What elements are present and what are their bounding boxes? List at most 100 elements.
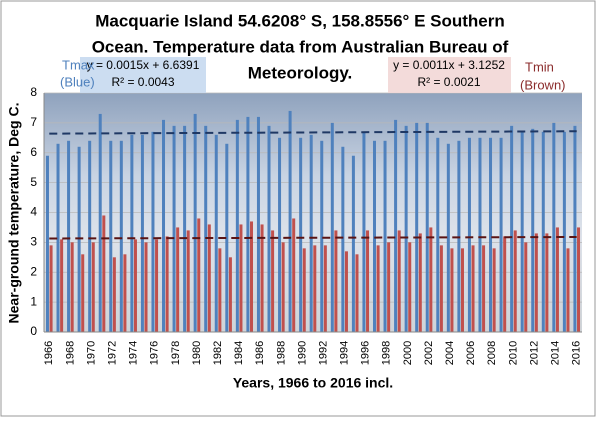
y-tick-label: 2 xyxy=(30,264,37,278)
bar xyxy=(446,143,450,332)
bar xyxy=(45,155,49,332)
x-tick-label: 1974 xyxy=(128,341,140,365)
bar xyxy=(144,242,148,332)
y-tick-label: 5 xyxy=(30,175,37,189)
x-tick-label: 2012 xyxy=(528,341,540,365)
bar xyxy=(460,248,464,332)
x-tick-label: 2000 xyxy=(402,341,414,365)
bar xyxy=(492,248,496,332)
equation-box xyxy=(388,57,511,93)
legend-color-label: (Blue) xyxy=(60,74,95,89)
bar xyxy=(520,131,524,332)
bar xyxy=(165,236,169,332)
bar xyxy=(288,110,292,332)
bar xyxy=(119,140,123,332)
bar xyxy=(418,233,422,332)
bar xyxy=(271,230,275,332)
y-tick-label: 7 xyxy=(30,115,37,129)
chart-title: Meteorology. xyxy=(248,63,353,82)
bar xyxy=(239,224,243,332)
bar xyxy=(415,122,419,332)
bar xyxy=(436,137,440,332)
bar xyxy=(309,134,313,332)
bar xyxy=(320,140,324,332)
bar xyxy=(183,125,187,332)
legend-color-label: (Brown) xyxy=(520,77,566,92)
bar xyxy=(214,134,218,332)
x-tick-label: 2016 xyxy=(571,341,583,365)
y-tick-label: 0 xyxy=(30,324,37,338)
bar xyxy=(88,140,92,332)
bar xyxy=(489,137,493,332)
bar xyxy=(250,221,254,332)
bar xyxy=(292,218,296,332)
bar xyxy=(362,131,366,332)
bar xyxy=(499,137,503,332)
bar xyxy=(281,242,285,332)
y-tick-label: 4 xyxy=(30,205,37,219)
bar xyxy=(70,242,74,332)
bar xyxy=(467,137,471,332)
bar xyxy=(218,248,222,332)
bar xyxy=(60,239,64,332)
y-tick-label: 3 xyxy=(30,235,37,249)
bar xyxy=(49,245,53,332)
bar xyxy=(172,125,176,332)
bar xyxy=(573,125,577,332)
x-tick-label: 1978 xyxy=(170,341,182,365)
bar xyxy=(235,119,239,332)
bar xyxy=(302,248,306,332)
bar xyxy=(246,116,250,333)
bar xyxy=(531,128,535,332)
bar xyxy=(482,245,486,332)
trend-r2: R² = 0.0021 xyxy=(417,75,480,89)
bar xyxy=(140,134,144,332)
bar xyxy=(67,140,71,332)
trend-r2: R² = 0.0043 xyxy=(111,75,174,89)
bar xyxy=(450,248,454,332)
bar xyxy=(397,230,401,332)
bar xyxy=(372,140,376,332)
bar xyxy=(394,119,398,332)
x-axis-title: Years, 1966 to 2016 incl. xyxy=(233,375,393,391)
bar xyxy=(204,125,208,332)
bar xyxy=(267,125,271,332)
bar xyxy=(193,113,197,332)
x-tick-label: 1988 xyxy=(275,341,287,365)
bar xyxy=(278,137,282,332)
bar xyxy=(102,215,106,332)
bar xyxy=(323,245,327,332)
x-tick-label: 1966 xyxy=(43,341,55,365)
equation-box xyxy=(80,57,206,93)
x-tick-label: 1968 xyxy=(64,341,76,365)
x-tick-label: 1980 xyxy=(191,341,203,365)
bar xyxy=(503,236,507,332)
bar xyxy=(98,113,102,332)
x-tick-label: 1998 xyxy=(381,341,393,365)
bar xyxy=(228,257,232,332)
bar xyxy=(56,143,60,332)
bar xyxy=(404,125,408,332)
bar xyxy=(408,242,412,332)
bar xyxy=(109,140,113,332)
bar xyxy=(524,242,528,332)
bar xyxy=(439,245,443,332)
bar xyxy=(534,233,538,332)
x-tick-label: 1976 xyxy=(149,341,161,365)
bar xyxy=(344,251,348,332)
chart-title: Macquarie Island 54.6208° S, 158.8556° E… xyxy=(95,11,505,30)
x-tick-label: 1986 xyxy=(254,341,266,365)
legend-entry: Tmin xyxy=(525,59,554,74)
trend-equation: y = 0.0011x + 3.1252 xyxy=(393,58,505,72)
y-axis-title: Near-ground temperature, Deg C. xyxy=(6,103,22,324)
bar xyxy=(510,125,514,332)
x-tick-label: 1982 xyxy=(212,341,224,365)
bar xyxy=(552,122,556,332)
x-tick-label: 2014 xyxy=(550,341,562,365)
x-tick-label: 2004 xyxy=(444,341,456,365)
x-tick-label: 2010 xyxy=(507,341,519,365)
bar xyxy=(351,155,355,332)
bar xyxy=(260,224,264,332)
bar xyxy=(341,146,345,332)
